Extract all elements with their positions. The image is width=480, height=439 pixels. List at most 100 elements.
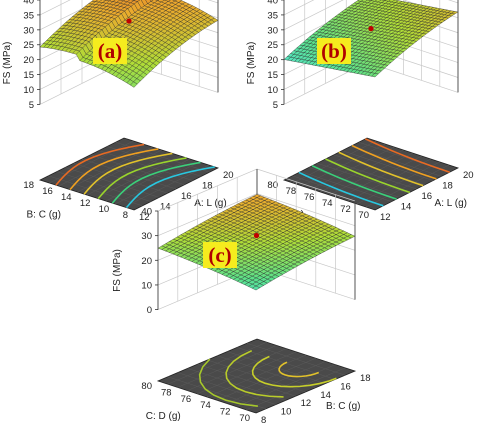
contour-floor — [156, 338, 357, 414]
floor-gridline — [247, 342, 346, 376]
floor-gridline — [325, 158, 417, 190]
floor-gridline — [187, 348, 287, 391]
design-point — [126, 18, 132, 24]
y-tick-label: 80 — [267, 180, 278, 191]
z-tick-label: 10 — [141, 280, 152, 291]
floor-gridline — [177, 345, 277, 388]
y-tick-label: 12 — [80, 198, 91, 209]
badge-background — [317, 38, 351, 64]
z-tick-label: 15 — [267, 70, 278, 81]
floor-gridline — [107, 146, 202, 177]
badge-background — [203, 242, 237, 268]
y-axis-label: B: C (g) — [26, 209, 60, 220]
z-tick-label: 20 — [23, 55, 34, 66]
x-axis: 8 10 12 14 16 18 B: C (g) — [261, 373, 371, 426]
panel-label: (a) — [98, 39, 123, 63]
z-tick-label: 5 — [29, 100, 34, 111]
x-axis-label: A: L (g) — [194, 198, 226, 209]
panel-label-badge: (b) — [317, 38, 351, 64]
contour-line — [365, 138, 450, 173]
contour-line — [111, 161, 201, 204]
contour-line — [69, 148, 159, 191]
contour-line — [311, 164, 397, 200]
z-tick-label: 30 — [141, 231, 152, 242]
z-tick-label: 10 — [267, 85, 278, 96]
x-tick-label: 14 — [401, 202, 412, 213]
x-tick-label: 16 — [340, 381, 351, 392]
wall-gridline — [39, 0, 219, 16]
z-tick-label: 20 — [141, 256, 152, 267]
contour-line — [298, 171, 384, 207]
z-tick-label: 20 — [267, 55, 278, 66]
x-tick-label: 18 — [202, 181, 213, 192]
z-tick-label: 40 — [23, 0, 34, 7]
z-axis-label: FS (MPa) — [2, 42, 13, 85]
floor-gridline — [302, 143, 386, 187]
floor-gridline — [197, 351, 297, 395]
contour-line — [251, 355, 337, 388]
y-tick-label: 70 — [358, 210, 369, 221]
y-tick-label: 8 — [123, 210, 128, 221]
x-tick-label: 18 — [360, 373, 371, 384]
y-tick-label: 80 — [141, 381, 152, 392]
contour-line — [325, 158, 411, 194]
z-tick-label: 30 — [267, 25, 278, 36]
z-axis-label: FS (MPa) — [112, 249, 123, 292]
x-tick-label: 8 — [261, 415, 266, 426]
surface-cell — [130, 81, 138, 88]
z-tick-label: 40 — [267, 0, 278, 7]
floor-gridline — [320, 149, 404, 193]
chart-panel-c: 0 10 20 30 40 FS (MPa) 8 10 12 14 16 18 B: C (g) 70 72… — [112, 168, 371, 426]
design-point — [368, 26, 374, 32]
y-tick-label: 10 — [99, 204, 110, 215]
floor-gridline — [167, 341, 267, 385]
floor-gridline — [311, 146, 395, 190]
y-axis: 8 10 12 14 16 18 B: C (g) — [23, 180, 128, 221]
contour-line — [83, 152, 173, 195]
wall-gridline — [283, 0, 459, 16]
x-tick-label: 14 — [320, 390, 331, 401]
floor-gridline — [227, 351, 326, 384]
response-surface — [283, 0, 459, 78]
contour-line — [351, 144, 437, 180]
x-axis: 12 14 16 18 20 A: L (g) — [139, 170, 234, 223]
contour-line — [55, 143, 145, 186]
y-tick-label: 78 — [161, 387, 172, 398]
z-tick-label: 5 — [273, 100, 278, 111]
x-tick-label: 20 — [223, 170, 234, 181]
z-axis: 5 10 15 20 25 30 35 40 FS (MPa) — [2, 0, 40, 111]
x-tick-label: 14 — [160, 202, 171, 213]
x-tick-label: 10 — [281, 407, 292, 418]
z-tick-label: 25 — [23, 40, 34, 51]
z-tick-label: 35 — [23, 10, 34, 21]
y-tick-label: 14 — [61, 192, 72, 203]
x-tick-label: 16 — [181, 191, 192, 202]
chart-panel-a: 5 10 15 20 25 30 35 40 FS (MPa) 12 14 16 18 20 A: L (g… — [2, 0, 234, 223]
x-axis-label: A: L (g) — [435, 198, 467, 209]
z-tick-label: 15 — [23, 70, 34, 81]
contour-line — [278, 361, 320, 378]
y-axis-label: C: D (g) — [146, 411, 181, 422]
response-surface — [39, 0, 219, 88]
x-tick-label: 12 — [139, 212, 150, 223]
z-tick-label: 10 — [23, 85, 34, 96]
y-axis: 70 72 74 76 78 80 C: D (g) — [141, 381, 250, 424]
x-tick-label: 16 — [422, 191, 433, 202]
surface-cell — [251, 285, 261, 291]
contour-line — [97, 157, 187, 200]
floor-gridline — [68, 146, 153, 190]
z-tick-label: 25 — [267, 40, 278, 51]
x-tick-label: 18 — [442, 181, 453, 192]
z-tick-label: 30 — [23, 25, 34, 36]
contour-line — [125, 166, 215, 209]
x-tick-label: 20 — [463, 170, 474, 181]
contour-line — [338, 151, 424, 187]
contour-line — [225, 349, 284, 398]
surface-cell — [371, 73, 379, 78]
badge-background — [93, 38, 127, 64]
panel-label-badge: (c) — [203, 242, 237, 268]
x-axis-label: B: C (g) — [326, 401, 360, 412]
y-tick-label: 70 — [239, 413, 250, 424]
chart-panel-b: 5 10 15 20 25 30 35 40 FS (MPa) 12 14 16 18 20 A: L (g… — [246, 0, 474, 223]
